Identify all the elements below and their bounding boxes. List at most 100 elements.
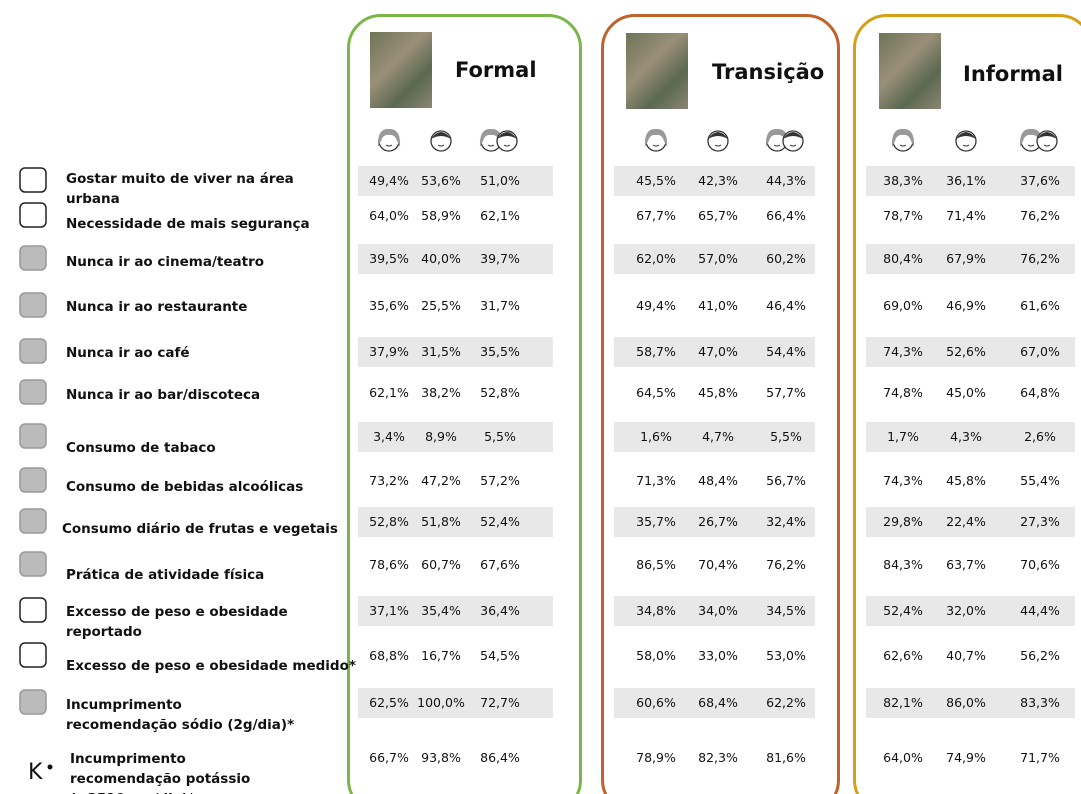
cell-value: 4,3% [950,429,982,444]
row-icon [19,689,47,715]
cell-value: 8,9% [425,429,457,444]
cell-value: 64,8% [1020,385,1060,400]
cell-value: 37,6% [1020,173,1060,188]
row-shade [358,166,553,196]
cell-value: 80,4% [883,251,923,266]
row-shade [866,422,1075,452]
group-image [626,33,688,109]
row-icon [19,338,47,364]
row-shade [866,507,1075,537]
cell-value: 57,0% [698,251,738,266]
cell-value: 46,4% [766,298,806,313]
cell-value: 52,8% [480,385,520,400]
row-label: Consumo de bebidas alcoólicas [66,479,304,495]
cell-value: 62,1% [369,385,409,400]
cell-value: 64,0% [369,208,409,223]
row-shade [614,166,815,196]
cell-value: 76,2% [1020,251,1060,266]
cell-value: 25,5% [421,298,461,313]
cell-value: 16,7% [421,648,461,663]
cell-value: 37,9% [369,344,409,359]
cell-value: 35,5% [480,344,520,359]
cell-value: 76,2% [1020,208,1060,223]
hair-icon [431,132,451,139]
group-box [853,14,1081,794]
cell-value: 58,9% [421,208,461,223]
cell-value: 47,2% [421,473,461,488]
group-title: Formal [455,58,537,82]
mouth-icon [487,144,495,147]
row-icon [19,379,47,405]
cell-value: 51,0% [480,173,520,188]
row-shade [358,688,553,718]
cell-value: 27,3% [1020,514,1060,529]
cell-value: 55,4% [1020,473,1060,488]
cell-value: 57,7% [766,385,806,400]
row-label: Nunca ir ao bar/discoteca [66,387,261,403]
cell-value: 81,6% [766,750,806,765]
row-shade [358,596,553,626]
cell-value: 74,9% [946,750,986,765]
cell-value: 67,9% [946,251,986,266]
cell-value: 34,0% [698,603,738,618]
cell-value: 56,7% [766,473,806,488]
cell-value: 57,2% [480,473,520,488]
cell-value: 3,4% [373,429,405,444]
group-title: Transição [712,60,825,84]
row-shade [866,166,1075,196]
row-icon [19,551,47,577]
cell-value: 60,2% [766,251,806,266]
cell-value: 31,7% [480,298,520,313]
hair-icon [956,132,976,139]
row-label: Necessidade de mais segurança [66,216,310,232]
cell-value: 35,4% [421,603,461,618]
group-title: Informal [963,62,1063,86]
cell-value: 56,2% [1020,648,1060,663]
cell-value: 82,1% [883,695,923,710]
row-shade [614,507,815,537]
cell-value: 36,1% [946,173,986,188]
cell-value: 35,7% [636,514,676,529]
row-icon [19,508,47,534]
cell-value: 40,7% [946,648,986,663]
cell-value: 51,8% [421,514,461,529]
cell-value: 35,6% [369,298,409,313]
cell-value: 58,7% [636,344,676,359]
cell-value: 78,6% [369,557,409,572]
cell-value: 34,8% [636,603,676,618]
mouth-icon [962,144,970,147]
mouth-icon [1043,144,1051,147]
cell-value: 69,0% [883,298,923,313]
cell-value: 44,4% [1020,603,1060,618]
cell-value: 60,7% [421,557,461,572]
row-icon [19,423,47,449]
cell-value: 76,2% [766,557,806,572]
row-shade [614,244,815,274]
cell-value: 45,8% [698,385,738,400]
cell-value: 41,0% [698,298,738,313]
row-label: Incumprimento recomendação sódio (2g/dia… [66,697,295,733]
row-label: Incumprimento recomendação potássio (≥35… [70,751,251,794]
cell-value: 71,3% [636,473,676,488]
hair-icon [479,128,503,147]
cell-value: 71,7% [1020,750,1060,765]
cell-value: 26,7% [698,514,738,529]
mouth-icon [789,144,797,147]
row-shade [866,596,1075,626]
cell-value: 74,8% [883,385,923,400]
cell-value: 62,2% [766,695,806,710]
cell-value: 67,7% [636,208,676,223]
icon-text: K [28,760,43,785]
cell-value: 54,4% [766,344,806,359]
cell-value: 52,6% [946,344,986,359]
cell-value: 42,3% [698,173,738,188]
cell-value: 4,7% [702,429,734,444]
mouth-icon [437,144,445,147]
cell-value: 22,4% [946,514,986,529]
cell-value: 29,8% [883,514,923,529]
row-shade [614,422,815,452]
cell-value: 64,0% [883,750,923,765]
cell-value: 62,0% [636,251,676,266]
row-shade [866,337,1075,367]
